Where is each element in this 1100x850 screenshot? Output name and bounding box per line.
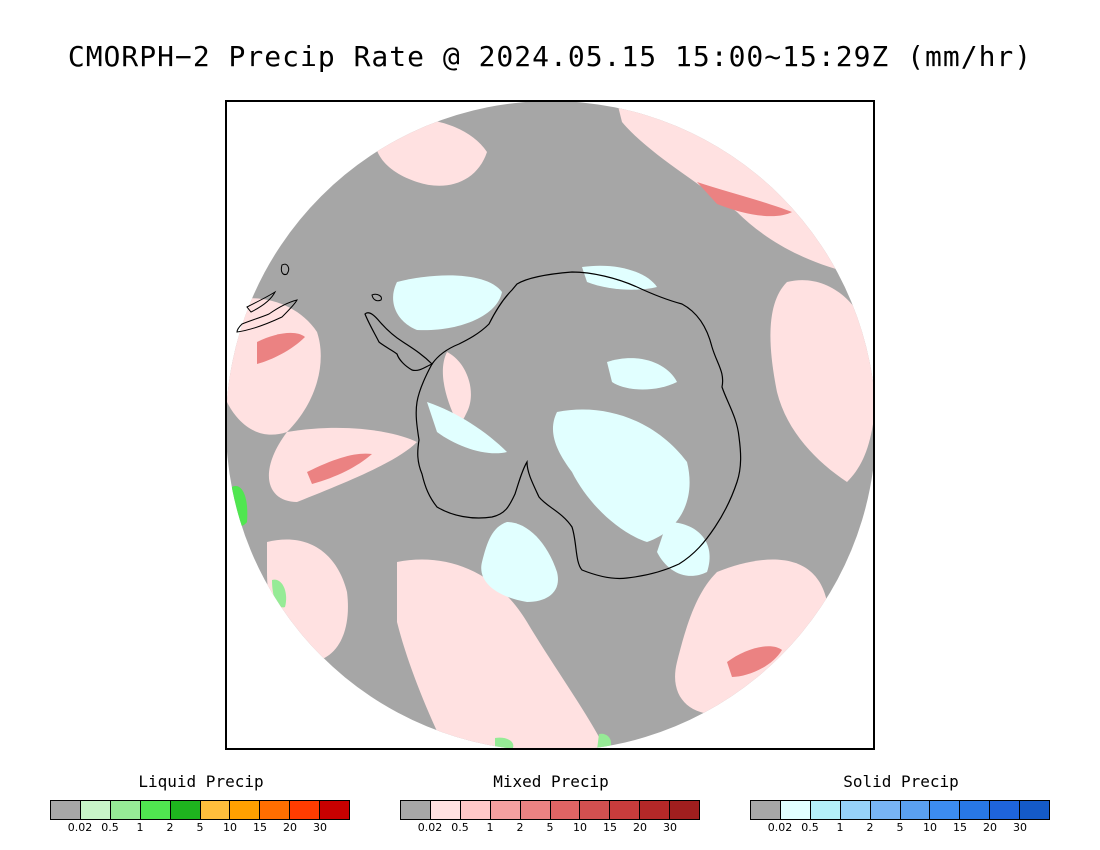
legend-title: Mixed Precip <box>493 772 609 791</box>
legend-swatch <box>110 801 141 819</box>
legend-tick-label: 2 <box>866 821 874 834</box>
legend-tick-label: 5 <box>896 821 904 834</box>
solid-precip-area <box>481 522 558 602</box>
legend-swatch <box>490 801 521 819</box>
legend-ticks: 0.02 0.5 1 2 5 10 15 20 30 <box>400 821 700 837</box>
legend-tick-label: 10 <box>923 821 937 834</box>
legend-tick-label: 0.5 <box>451 821 469 834</box>
legend-tick-label: 2 <box>166 821 174 834</box>
legend-tick-label: 0.5 <box>101 821 119 834</box>
solid-precip-area <box>582 265 657 290</box>
legend-tick-label: 5 <box>196 821 204 834</box>
legend-liquid: Liquid Precip 0.02 0.5 1 2 5 10 15 20 30 <box>50 772 352 837</box>
mixed-precip-area <box>442 352 471 438</box>
legend-mixed: Mixed Precip 0.02 0.5 1 2 5 10 15 20 30 <box>400 772 702 837</box>
polar-map <box>227 102 873 748</box>
mixed-precip-area <box>227 298 321 435</box>
legend-tick-label: 1 <box>836 821 844 834</box>
legend-swatch <box>230 801 261 819</box>
legend-tick-label: 1 <box>486 821 494 834</box>
legend-swatch <box>751 801 781 819</box>
legend-ticks: 0.02 0.5 1 2 5 10 15 20 30 <box>50 821 350 837</box>
antarctic-peninsula <box>364 312 434 372</box>
legend-swatch <box>930 801 961 819</box>
legend-swatch <box>170 801 201 819</box>
legend-tick-label: 20 <box>633 821 647 834</box>
mixed-precip-heavy <box>257 332 305 364</box>
legend-tick-label: 15 <box>253 821 267 834</box>
legend-swatch <box>640 801 671 819</box>
island-outline <box>371 293 382 302</box>
legend-swatch <box>780 801 811 819</box>
legend-swatch <box>990 801 1021 819</box>
legend-tick-label: 20 <box>283 821 297 834</box>
legend-tick-label: 0.02 <box>417 821 443 834</box>
legend-tick-label: 1 <box>136 821 144 834</box>
legend-swatch <box>810 801 841 819</box>
liquid-precip-area <box>597 733 612 748</box>
legend-swatch <box>320 801 350 819</box>
legend-swatch <box>840 801 871 819</box>
south-america-coastline <box>246 290 277 313</box>
mixed-precip-heavy <box>307 453 372 484</box>
legend-swatches <box>750 800 1050 820</box>
solid-precip-area <box>552 409 690 542</box>
legend-swatch <box>290 801 321 819</box>
solid-precip-area <box>393 275 502 331</box>
legend-swatch <box>580 801 611 819</box>
legend-swatch <box>51 801 81 819</box>
legend-tick-label: 0.02 <box>67 821 93 834</box>
legend-title: Liquid Precip <box>138 772 264 791</box>
legend-tick-label: 20 <box>983 821 997 834</box>
legend-swatch <box>550 801 581 819</box>
legend-tick-label: 2 <box>516 821 524 834</box>
legend-swatch <box>80 801 111 819</box>
legend-title: Solid Precip <box>843 772 959 791</box>
mixed-precip-heavy <box>727 646 782 677</box>
legend-swatch <box>610 801 641 819</box>
legend-solid: Solid Precip 0.02 0.5 1 2 5 10 15 20 30 <box>750 772 1052 837</box>
solid-precip-area <box>427 402 507 454</box>
map-frame <box>225 100 875 750</box>
legend-swatch <box>140 801 171 819</box>
legend-swatch <box>260 801 291 819</box>
legend-swatch <box>401 801 431 819</box>
legend-tick-label: 30 <box>663 821 677 834</box>
legend-tick-label: 15 <box>953 821 967 834</box>
south-america-coastline <box>236 299 298 333</box>
legend-ticks: 0.02 0.5 1 2 5 10 15 20 30 <box>750 821 1050 837</box>
legend-swatch <box>520 801 551 819</box>
legend-swatches <box>400 800 700 820</box>
legend-tick-label: 0.02 <box>767 821 793 834</box>
island-outline <box>280 263 290 275</box>
mixed-precip-area <box>770 280 873 482</box>
legend-swatches <box>50 800 350 820</box>
chart-title: CMORPH−2 Precip Rate @ 2024.05.15 15:00~… <box>67 40 1033 73</box>
legend-swatch <box>670 801 700 819</box>
legend-tick-label: 30 <box>313 821 327 834</box>
solid-precip-area <box>607 358 677 390</box>
legend-swatch <box>460 801 491 819</box>
legend-swatch <box>430 801 461 819</box>
legend-tick-label: 10 <box>223 821 237 834</box>
antarctica-coastline <box>415 271 742 580</box>
legend-swatch <box>200 801 231 819</box>
legend-tick-label: 30 <box>1013 821 1027 834</box>
solid-precip-area <box>657 522 710 576</box>
mixed-precip-area <box>397 559 607 748</box>
legend-swatch <box>1020 801 1050 819</box>
legend-tick-label: 15 <box>603 821 617 834</box>
legend-swatch <box>870 801 901 819</box>
mixed-precip-area <box>617 102 854 272</box>
legend-tick-label: 5 <box>546 821 554 834</box>
mixed-precip-heavy <box>697 182 792 217</box>
legend-swatch <box>900 801 931 819</box>
legend-swatch <box>960 801 991 819</box>
legend-tick-label: 0.5 <box>801 821 819 834</box>
legend-tick-label: 10 <box>573 821 587 834</box>
